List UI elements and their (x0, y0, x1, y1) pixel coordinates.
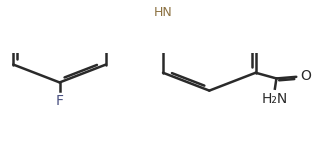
Text: O: O (300, 69, 311, 83)
Text: F: F (56, 94, 64, 108)
Text: HN: HN (154, 6, 173, 19)
Text: H₂N: H₂N (262, 92, 288, 106)
